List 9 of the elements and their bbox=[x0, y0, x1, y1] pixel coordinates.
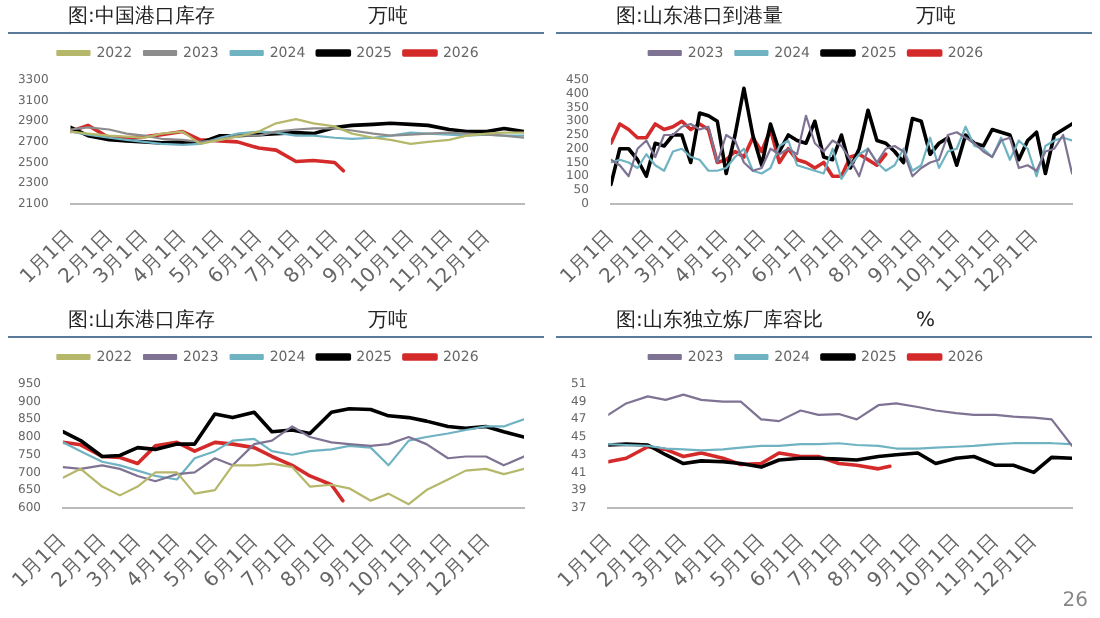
chart-subtitle: 万吨 bbox=[368, 4, 408, 30]
text: 26 bbox=[1062, 590, 1088, 612]
chart-subtitle: 万吨 bbox=[368, 308, 408, 334]
chart-subtitle: 万吨 bbox=[916, 4, 956, 30]
chart-title: 图:中国港口库存 bbox=[68, 4, 215, 30]
chart-title: 图:山东港口库存 bbox=[68, 308, 215, 334]
chart-title: 图:山东独立炼厂库容比 bbox=[616, 308, 823, 334]
chart-title: 图:山东港口到港量 bbox=[616, 4, 783, 30]
chart-subtitle: % bbox=[916, 308, 936, 334]
